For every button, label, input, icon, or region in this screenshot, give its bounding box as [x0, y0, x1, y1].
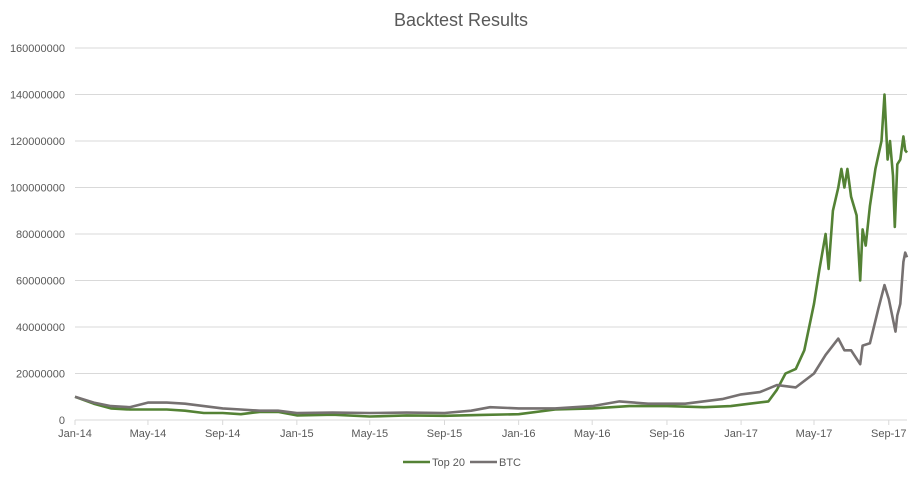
y-tick-label: 40000000 [16, 322, 65, 334]
y-tick-label: 80000000 [16, 229, 65, 241]
legend-item: Top 20 [403, 457, 465, 469]
x-tick-label: Sep-17 [871, 428, 906, 440]
legend: Top 20 BTC [403, 457, 521, 469]
x-tick-label: Jan-15 [280, 428, 314, 440]
x-tick-label: Sep-15 [427, 428, 462, 440]
gridlines [75, 47, 907, 374]
y-tick-label: 60000000 [16, 276, 65, 288]
y-axis: 0 20000000 40000000 60000000 80000000 1000000… [10, 43, 65, 427]
chart-title: Backtest Results [394, 10, 528, 30]
y-tick-label: 0 [59, 415, 65, 427]
y-tick-label: 100000000 [10, 183, 65, 195]
x-tick-label: Jan-17 [724, 428, 758, 440]
x-tick-label: May-15 [351, 428, 388, 440]
series-line-btc [74, 251, 909, 415]
legend-item: BTC [470, 457, 521, 469]
legend-label: Top 20 [432, 457, 465, 469]
x-tick-label: Sep-16 [649, 428, 684, 440]
x-tick-label: Jan-14 [58, 428, 92, 440]
y-tick-label: 160000000 [10, 43, 65, 55]
series-line-top-20 [74, 93, 909, 418]
x-tick-label: Sep-14 [205, 428, 240, 440]
y-tick-label: 20000000 [16, 369, 65, 381]
x-tick-label: Jan-16 [502, 428, 536, 440]
legend-label: BTC [499, 457, 521, 469]
x-tick-label: May-16 [574, 428, 611, 440]
y-tick-label: 140000000 [10, 90, 65, 102]
series-group [74, 93, 909, 418]
x-tick-label: May-14 [130, 428, 167, 440]
x-tick-label: May-17 [796, 428, 833, 440]
y-tick-label: 120000000 [10, 136, 65, 148]
x-axis: Jan-14 May-14 Sep-14 Jan-15 May-15 Sep-15 Jan-… [58, 419, 907, 440]
